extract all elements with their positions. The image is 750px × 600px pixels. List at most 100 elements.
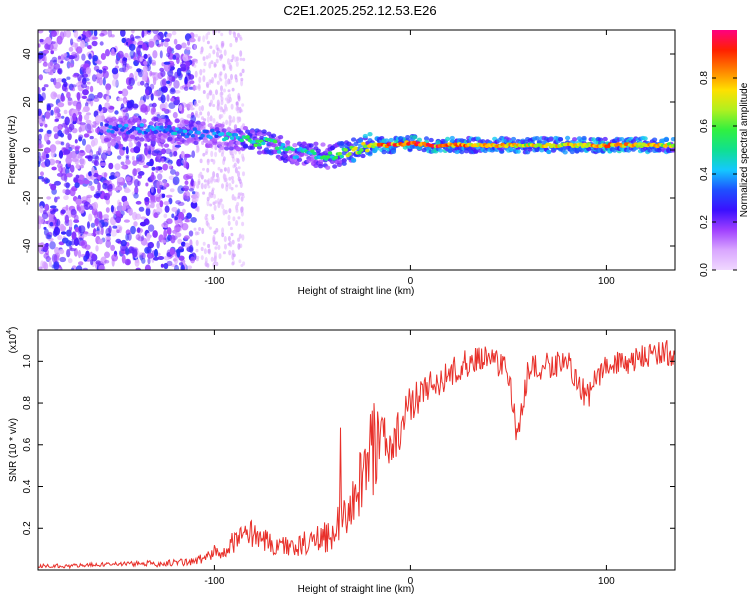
heatmap-ridge-halo [202, 138, 208, 143]
heatmap-noise-cell [162, 185, 168, 190]
heatmap-ridge-cell [359, 148, 364, 152]
heatmap-noise-cell [207, 31, 211, 36]
heatmap-noise-cell [186, 212, 192, 219]
heatmap-noise-cell [219, 54, 223, 61]
heatmap-noise-cell [211, 93, 215, 101]
heatmap-noise-cell [44, 158, 51, 167]
heatmap-noise-cell [145, 89, 150, 96]
heatmap-noise-cell [104, 251, 110, 259]
heatmap-noise-cell [151, 62, 156, 66]
heatmap-noise-cell [108, 162, 114, 170]
heatmap-ridge-halo [200, 126, 206, 131]
heatmap-noise-cell [100, 122, 104, 127]
heatmap-noise-cell [219, 168, 223, 173]
heatmap-noise-cell [198, 227, 202, 231]
heatmap-noise-cell [174, 232, 182, 238]
heatmap-noise-cell [60, 132, 64, 138]
heatmap-noise-cell [83, 77, 90, 82]
heatmap-noise-cell [115, 210, 121, 214]
heatmap-noise-cell [183, 153, 191, 158]
heatmap-noise-cell [208, 193, 212, 199]
heatmap-ridge-halo [186, 137, 192, 143]
snr-y-ticks: 0.2 0.4 0.6 0.8 1.0 [22, 354, 675, 535]
snr-multiplier: (x104) [6, 327, 19, 354]
heatmap-noise-cell [139, 221, 147, 227]
heatmap-noise-cell [135, 200, 142, 205]
heatmap-noise-cell [189, 244, 194, 254]
heatmap-noise-cell [216, 80, 220, 85]
heatmap-noise-cell [221, 109, 225, 113]
heatmap-noise-cell [166, 52, 171, 58]
heatmap-noise-cell [160, 239, 167, 244]
heatmap-noise-cell [213, 61, 217, 68]
heatmap-noise-cell [141, 252, 146, 260]
heatmap-noise-cell [192, 191, 196, 195]
heatmap-noise-cell [110, 229, 117, 237]
heatmap-noise-cell [146, 161, 153, 167]
heatmap-noise-cell [213, 193, 216, 199]
heatmap-noise-cell [228, 182, 232, 190]
heatmap-noise-cell [98, 264, 106, 270]
heatmap-noise-cell [93, 178, 100, 185]
heatmap-noise-cell [217, 244, 221, 250]
heatmap-noise-cell [75, 265, 83, 270]
heatmap-noise-cell [83, 133, 89, 138]
heatmap-noise-cell [144, 143, 148, 147]
heatmap-noise-cell [152, 76, 157, 86]
heatmap-noise-cell [212, 103, 216, 108]
heatmap-noise-cell [50, 183, 57, 191]
heatmap-noise-cell [196, 191, 200, 199]
heatmap-ridge-cell [333, 155, 339, 160]
heatmap-ridge-halo [207, 143, 213, 148]
heatmap-noise-cell [85, 144, 92, 154]
heatmap-noise-cell [181, 42, 187, 49]
heatmap-noise-cell [237, 166, 241, 170]
heatmap-noise-cell [135, 234, 141, 241]
heatmap-noise-cell [67, 97, 73, 106]
heatmap-noise-cell [82, 138, 86, 146]
heatmap-noise-cell [134, 259, 140, 267]
heatmap-noise-cell [209, 45, 213, 49]
heatmap-noise-cell [117, 155, 122, 160]
heatmap-noise-cell [213, 251, 217, 258]
heatmap-noise-cell [63, 52, 68, 57]
heatmap-noise-cell [207, 111, 210, 117]
heatmap-noise-cell [203, 61, 207, 67]
heatmap-ridge-halo [308, 143, 314, 148]
y-tick-label: 40 [22, 48, 33, 60]
heatmap-noise-cell [43, 262, 49, 270]
heatmap-ridge-halo [193, 140, 199, 145]
heatmap-ridge-cell [182, 129, 188, 133]
heatmap-noise-cell [132, 103, 139, 109]
heatmap-noise-cell [131, 30, 135, 34]
heatmap-ridge-halo [663, 136, 670, 142]
heatmap-noise-cell [133, 192, 139, 199]
heatmap-noise-cell [104, 259, 110, 264]
heatmap-ridge-cell [188, 130, 194, 134]
heatmap-ridge-cell [280, 143, 286, 147]
heatmap-ridge-halo [167, 136, 173, 141]
heatmap-ridge-halo [176, 123, 183, 128]
heatmap-noise-cell [85, 30, 92, 38]
snr-x-label: Height of straight line (km) [298, 584, 415, 595]
heatmap-noise-cell [223, 49, 227, 56]
heatmap-ridge-halo [367, 132, 373, 137]
heatmap-ridge-halo [256, 150, 263, 155]
heatmap-noise-cell [97, 145, 103, 154]
heatmap-ridge-cell [108, 125, 113, 129]
heatmap-noise-cell [127, 232, 132, 241]
heatmap-noise-cell [147, 257, 151, 265]
heatmap-noise-cell [86, 98, 93, 102]
heatmap-noise-cell [81, 233, 88, 238]
heatmap-noise-cell [183, 235, 190, 240]
heatmap-ridge-halo [351, 137, 357, 142]
heatmap-ridge-cell [353, 146, 358, 150]
heatmap-noise-cell [178, 218, 182, 224]
heatmap-noise-cell [233, 162, 237, 168]
heatmap-noise-cell [57, 234, 63, 241]
heatmap-noise-cell [46, 196, 52, 200]
heatmap-noise-cell [102, 182, 108, 190]
heatmap-noise-cell [136, 45, 141, 55]
heatmap-noise-cell [70, 38, 74, 46]
heatmap-noise-cell [92, 172, 99, 178]
